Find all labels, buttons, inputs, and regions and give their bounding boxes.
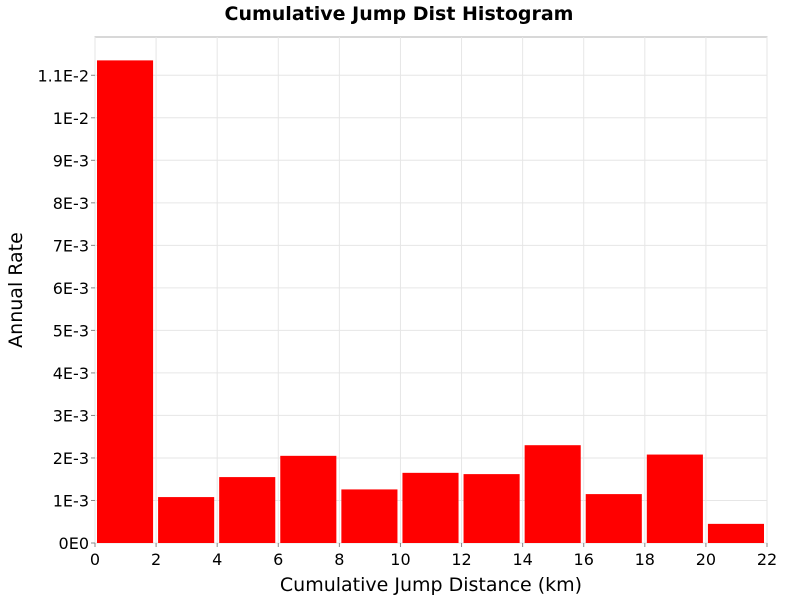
x-tick-label: 14 (512, 550, 532, 569)
y-tick-label: 5E-3 (53, 321, 89, 340)
y-tick-label: 6E-3 (53, 279, 89, 298)
bars (97, 60, 764, 543)
x-axis-label: Cumulative Jump Distance (km) (280, 574, 582, 596)
histogram-bar (158, 497, 215, 543)
x-tick-label: 16 (574, 550, 594, 569)
x-tick-label: 8 (334, 550, 344, 569)
x-tick-label: 20 (696, 550, 716, 569)
histogram-bar (585, 494, 642, 543)
histogram-bar (219, 477, 276, 543)
x-tick-label: 12 (451, 550, 471, 569)
y-tick-label: 1.1E-2 (37, 66, 89, 85)
y-axis-ticks: 0E0 1E-3 2E-3 3E-3 4E-3 5E-3 6E-3 7E-3 8E-3 9E-3 1… (37, 66, 95, 553)
y-tick-label: 0E0 (59, 534, 89, 553)
histogram-bar (524, 445, 581, 543)
y-tick-label: 9E-3 (53, 151, 89, 170)
x-tick-label: 2 (151, 550, 161, 569)
histogram-bar (341, 489, 398, 543)
y-axis-label: Annual Rate (5, 232, 27, 348)
y-tick-label: 1E-3 (53, 491, 89, 510)
x-axis-ticks: 0 2 4 6 8 10 12 14 16 18 20 22 (90, 543, 777, 569)
x-tick-label: 22 (757, 550, 777, 569)
y-tick-label: 3E-3 (53, 406, 89, 425)
histogram-bar (402, 472, 459, 543)
y-tick-label: 4E-3 (53, 364, 89, 383)
histogram-bar (707, 523, 764, 543)
histogram-bar (646, 454, 703, 543)
chart-title: Cumulative Jump Dist Histogram (225, 3, 574, 25)
y-tick-label: 8E-3 (53, 194, 89, 213)
x-tick-label: 18 (635, 550, 655, 569)
histogram-bar (280, 455, 337, 543)
histogram-bar (463, 474, 520, 543)
y-tick-label: 7E-3 (53, 236, 89, 255)
x-tick-label: 6 (273, 550, 283, 569)
y-tick-label: 2E-3 (53, 449, 89, 468)
y-tick-label: 1E-2 (53, 109, 89, 128)
histogram-bar (97, 60, 154, 543)
x-tick-label: 10 (390, 550, 410, 569)
x-tick-label: 0 (90, 550, 100, 569)
x-tick-label: 4 (212, 550, 222, 569)
